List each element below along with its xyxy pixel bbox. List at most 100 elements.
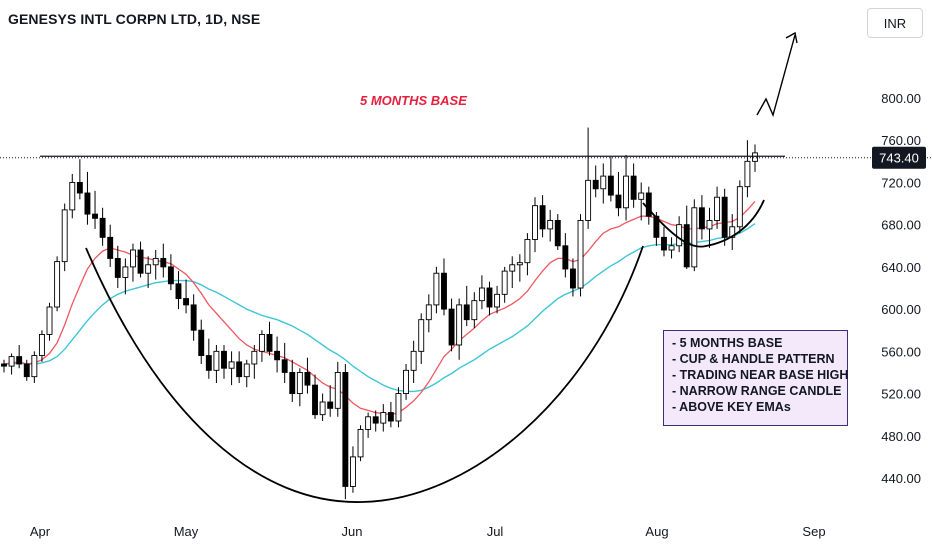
candle-body [372,416,379,424]
y-tick-label: 600.00 [881,302,921,317]
candle-body [418,319,425,352]
axes-layer: 440.00 480.00 520.00 560.00 600.00 640.00 680.… [30,91,921,539]
y-tick-label: 680.00 [881,218,921,233]
candle-body [289,371,296,395]
candle-body [274,350,281,361]
candle-body [456,304,463,346]
candle-body [251,350,258,365]
candle-body [752,152,758,162]
y-tick-label: 720.00 [881,175,921,190]
candle-body [31,355,38,378]
candle-body [99,217,106,238]
note-line: - NARROW RANGE CANDLE [672,384,842,398]
candle-body [76,181,83,194]
candle-body [319,401,326,416]
note-line: - CUP & HANDLE PATTERN [672,352,835,366]
candle-body [509,264,516,272]
candle-body [167,266,174,285]
candle-body [403,369,410,395]
candle-body [471,300,478,321]
candle-body [607,175,614,196]
ema-layer [3,200,756,416]
candle-body [365,416,372,430]
candle-body [433,272,440,306]
candle-body [145,264,152,274]
y-tick-label: 520.00 [881,387,921,402]
candle-body [706,219,713,230]
tag-layer: 743.40 [872,146,926,169]
candle-body [357,428,364,458]
candle-body [46,306,53,335]
candle-body [736,186,743,228]
candle-body [152,257,159,266]
candle-body [532,205,538,240]
candle-body [137,249,144,274]
candle-body [1,363,7,367]
candle-body [190,304,197,331]
candle-body [547,219,554,230]
x-tick-label: Jul [487,524,504,539]
handle-curve [642,199,765,248]
candle-body [205,355,212,371]
candle-body [478,287,485,302]
note-line: - TRADING NEAR BASE HIGH [672,368,849,382]
candle-body [714,196,721,221]
ema-slow-line [4,223,756,393]
candle-body [441,272,447,310]
candle-body [243,363,250,378]
candle-body [494,293,501,308]
candle-body [69,181,76,211]
candle-body [698,207,705,230]
candle-body [691,207,698,268]
chart-title: GENESYS INTL CORPN LTD, 1D, NSE [8,11,261,27]
candle-body [16,356,23,365]
candle-body [645,192,652,217]
candle-body [585,179,592,221]
drawing-layer [0,31,932,503]
x-tick-label: Sep [802,524,825,539]
candle-body [92,213,98,219]
candle-body [600,175,607,190]
candle-body [615,194,622,209]
candle-body [183,298,190,306]
x-tick-label: May [174,524,199,539]
cup-curve [85,245,644,503]
candle-body [448,308,455,346]
candle-body [84,192,91,215]
y-tick-label: 560.00 [881,344,921,359]
y-tick-label: 480.00 [881,429,921,444]
candle-body [501,270,508,295]
breakout-arrow-head [785,31,798,44]
candle-body [281,359,288,373]
breakout-arrow [756,34,796,118]
candle-body [130,249,136,268]
candle-body [410,350,417,371]
candle-body [463,304,470,321]
candle-body [236,361,243,378]
candle-body [395,393,402,422]
currency-selector[interactable]: INR [867,8,923,38]
candle-body [221,350,227,369]
last-price-tag [872,146,926,169]
candle-body [342,371,349,487]
candle-body [228,361,235,369]
candle-body [623,175,629,209]
candle-body [653,215,660,238]
x-tick-label: Apr [30,524,51,539]
x-tick-label: Jun [342,524,363,539]
candle-body [676,224,683,247]
candle-body [638,192,645,200]
candle-body [304,371,311,386]
candle-body [569,268,576,289]
candle-body [683,224,690,268]
candle-body [198,329,205,357]
candle-body [516,262,523,266]
candle-body [630,175,637,200]
note-line: - ABOVE KEY EMAs [672,400,791,414]
ema-fast-line [3,200,756,416]
candle-body [327,401,334,409]
candle-body [114,257,121,278]
candle-body [38,333,45,357]
candle-body [8,356,15,367]
